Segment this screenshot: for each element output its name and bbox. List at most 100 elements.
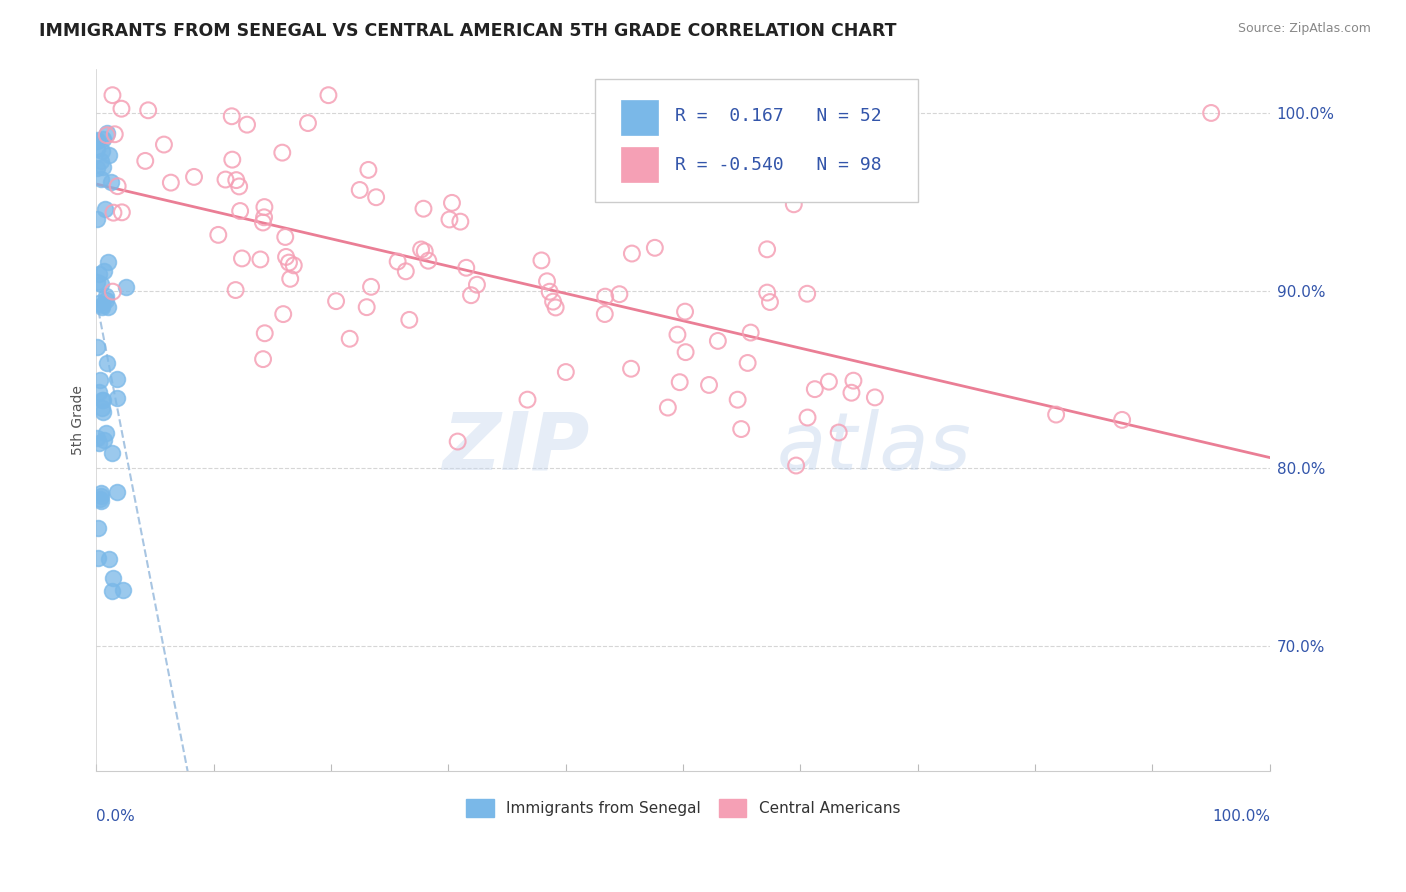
Point — [366, 190, 388, 204]
Point — [183, 169, 205, 184]
Point — [91, 298, 114, 312]
Text: Source: ZipAtlas.com: Source: ZipAtlas.com — [1237, 22, 1371, 36]
Point — [97, 552, 120, 566]
Point — [593, 290, 616, 304]
Point — [673, 304, 696, 318]
Point — [412, 202, 434, 216]
Point — [89, 384, 111, 399]
Point — [86, 161, 108, 175]
Point — [418, 253, 440, 268]
Point — [737, 356, 759, 370]
Point — [252, 352, 274, 367]
Point — [96, 127, 118, 141]
Point — [90, 489, 112, 503]
Point — [1199, 106, 1222, 120]
Point — [236, 118, 259, 132]
Text: ZIP: ZIP — [441, 409, 589, 487]
Point — [90, 494, 112, 508]
Text: R = -0.540   N = 98: R = -0.540 N = 98 — [675, 156, 882, 174]
Point — [796, 286, 818, 301]
Point — [398, 313, 420, 327]
Point — [360, 280, 382, 294]
Point — [1111, 413, 1133, 427]
Point — [339, 332, 361, 346]
Point — [103, 205, 125, 219]
Point — [554, 365, 576, 379]
Point — [90, 277, 112, 292]
FancyBboxPatch shape — [595, 79, 918, 202]
Point — [101, 571, 124, 585]
Point — [278, 255, 301, 269]
Point — [90, 300, 112, 314]
Point — [740, 326, 762, 340]
Point — [228, 179, 250, 194]
Point — [657, 401, 679, 415]
Point — [318, 88, 340, 103]
Point — [101, 584, 124, 599]
Point — [460, 288, 482, 302]
Point — [447, 434, 470, 449]
Point — [87, 521, 110, 535]
Point — [785, 458, 807, 473]
Point — [214, 172, 236, 186]
Point — [253, 326, 276, 341]
Point — [110, 102, 132, 116]
Text: 100.0%: 100.0% — [1212, 809, 1270, 824]
Point — [387, 254, 409, 268]
Point — [100, 174, 122, 188]
Point — [536, 274, 558, 288]
Point — [112, 583, 135, 598]
Point — [94, 288, 117, 302]
Point — [357, 162, 380, 177]
Point — [91, 145, 114, 159]
Point — [89, 492, 111, 507]
Point — [207, 227, 229, 242]
Point — [271, 145, 294, 160]
Point — [91, 392, 114, 407]
Point — [91, 392, 114, 407]
Point — [675, 345, 697, 359]
Point — [620, 246, 643, 260]
Point — [94, 425, 117, 440]
Point — [541, 294, 564, 309]
Point — [229, 204, 252, 219]
Text: 0.0%: 0.0% — [97, 809, 135, 824]
Point — [796, 410, 818, 425]
Point — [1045, 408, 1067, 422]
Point — [97, 148, 120, 162]
Point — [96, 355, 118, 369]
Point — [756, 243, 779, 257]
Point — [620, 361, 643, 376]
Point — [221, 153, 243, 167]
Point — [274, 230, 297, 244]
Point — [609, 287, 631, 301]
FancyBboxPatch shape — [621, 147, 658, 182]
Point — [530, 253, 553, 268]
Point — [97, 300, 120, 314]
Y-axis label: 5th Grade: 5th Grade — [72, 384, 86, 455]
Point — [707, 334, 730, 348]
Point — [730, 422, 752, 436]
Point — [101, 446, 124, 460]
Point — [153, 137, 176, 152]
Point — [101, 285, 124, 299]
Point — [87, 436, 110, 450]
Point — [86, 132, 108, 146]
Point — [87, 296, 110, 310]
Point — [759, 295, 782, 310]
Point — [538, 285, 561, 299]
Point — [863, 391, 886, 405]
Point — [283, 258, 305, 272]
Point — [89, 373, 111, 387]
Point — [90, 172, 112, 186]
Point — [465, 277, 488, 292]
Point — [516, 392, 538, 407]
Text: atlas: atlas — [778, 409, 972, 487]
Point — [666, 327, 689, 342]
Point — [86, 550, 108, 565]
Point — [160, 176, 183, 190]
Point — [96, 128, 118, 143]
Point — [91, 131, 114, 145]
Point — [697, 378, 720, 392]
Point — [804, 382, 827, 396]
